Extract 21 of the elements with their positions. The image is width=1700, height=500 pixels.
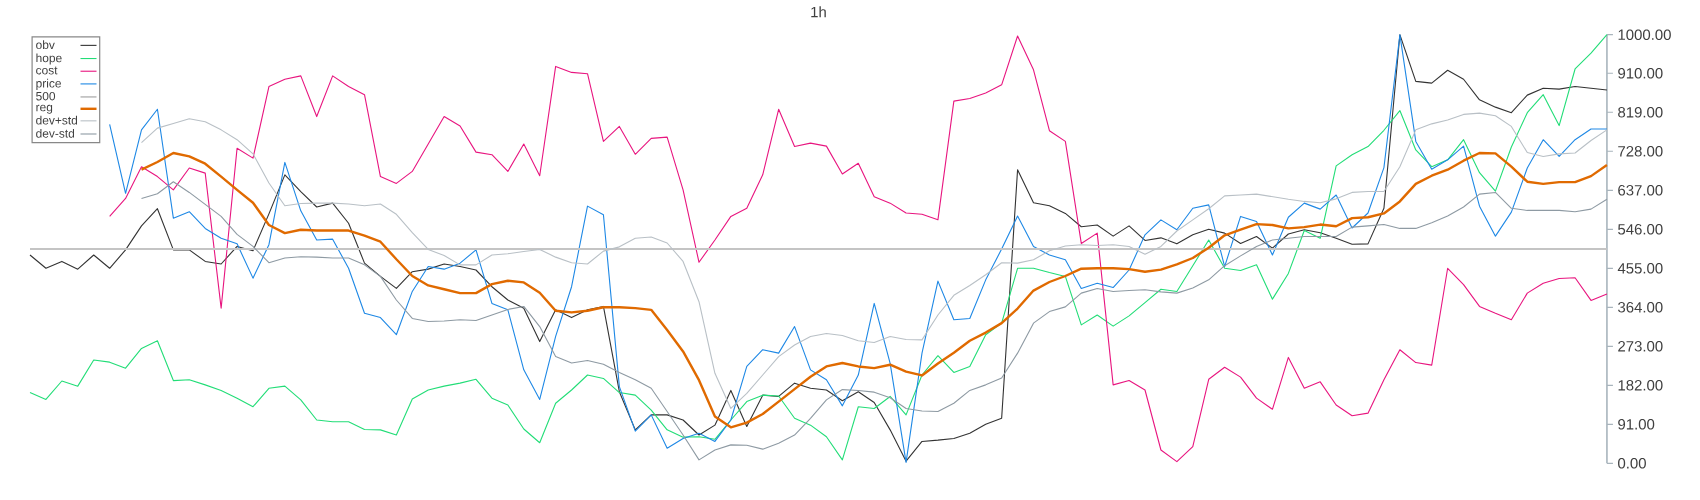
legend-label: cost	[36, 66, 58, 75]
y-tick-label: 0.00	[1618, 458, 1646, 469]
legend-label: hope	[36, 53, 62, 65]
legend-label: 500	[36, 91, 56, 101]
legend-label: obv	[36, 40, 55, 50]
legend-label: price	[36, 78, 61, 90]
y-tick-label: 728.00	[1618, 145, 1663, 157]
y-tick-label: 910.00	[1618, 67, 1663, 79]
y-tick-label: 273.00	[1618, 341, 1663, 352]
y-tick-label: 455.00	[1617, 262, 1663, 274]
y-tick-label: 1000.00	[1618, 29, 1671, 40]
chart-title: 1h	[811, 6, 826, 18]
y-tick-label: 546.00	[1618, 223, 1663, 235]
y-tick-label: 91.00	[1618, 419, 1655, 430]
legend-label: dev-std	[36, 128, 75, 138]
legend-label: dev+std	[36, 115, 78, 125]
y-tick-label: 182.00	[1618, 380, 1663, 391]
y-tick-label: 819.00	[1618, 106, 1663, 118]
y-tick-label: 364.00	[1618, 301, 1663, 313]
legend-label: reg	[36, 104, 53, 114]
y-tick-label: 637.00	[1618, 184, 1663, 196]
